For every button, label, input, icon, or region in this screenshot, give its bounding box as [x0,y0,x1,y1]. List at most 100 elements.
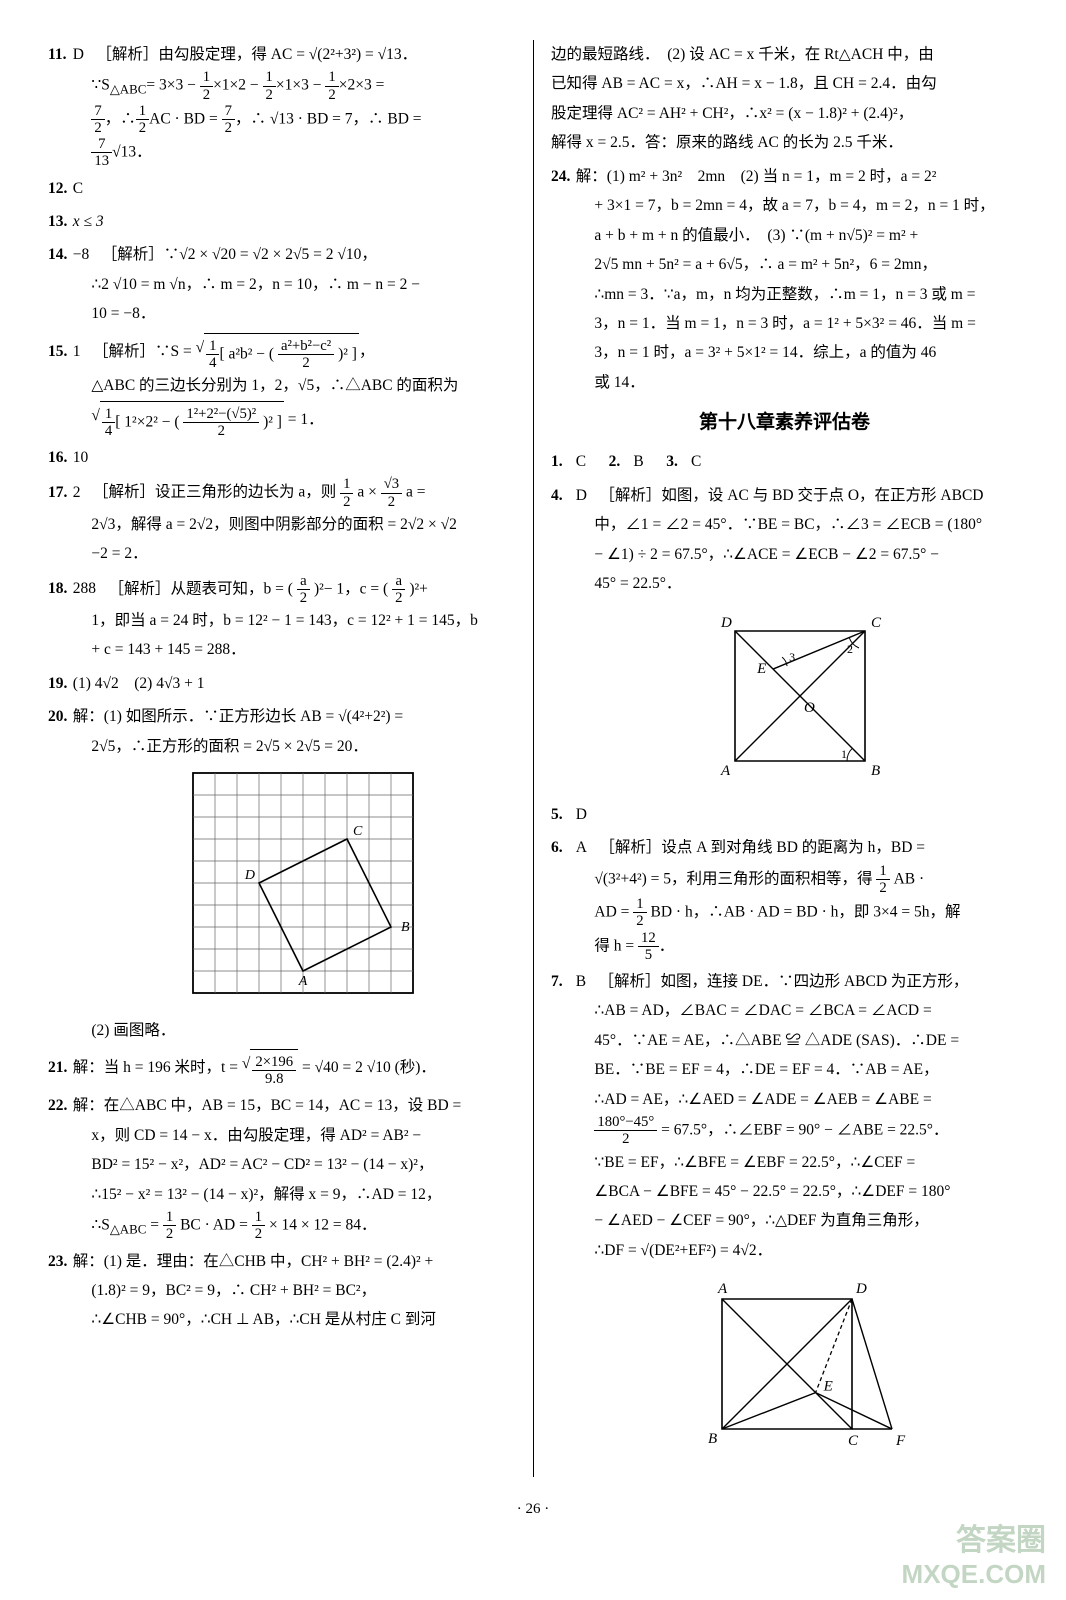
q15-l1a: ［解析］∵S = [101,343,196,360]
svg-text:D: D [855,1281,867,1297]
q15-l3: = 1． [284,410,324,427]
q22-l4: ∴15² − x² = 13² − (14 − x)²，解得 x = 9，∴AD… [91,1186,441,1203]
q21: 21.解：当 h = 196 米时，t = 2×1969.8 = √40 = 2… [48,1049,515,1087]
q20-l1: 解：(1) 如图所示．∵正方形边长 AB = √(4²+2²) = [73,708,403,725]
q18-l1a: ［解析］从题表可知，b = [116,580,288,597]
q1-q3-row: 1.C 2.B 3.C [551,447,1018,480]
q24-l2: + 3×1 = 7，b = 2mn = 4，故 a = 7，b = 4，m = … [594,197,994,214]
q20-l2: 2√5，∴正方形的面积 = 2√5 × 2√5 = 20． [91,738,368,755]
q1-number: 1. [551,447,576,476]
q24-l8: 或 14． [594,374,644,391]
q12-number: 12. [48,174,73,203]
q21-l1a: 解：当 h = 196 米时，t = [73,1059,242,1076]
q7-l8: ∠BCA − ∠BFE = 45° − 22.5° = 22.5°，∴∠DEF … [594,1183,950,1200]
q22-l5e: × 14 × 12 = 84． [265,1216,376,1233]
q20-l3: (2) 画图略． [91,1016,515,1045]
q4-number: 4. [551,481,576,510]
q18-answer: 288 [73,580,96,597]
svg-text:C: C [848,1433,859,1449]
q14-l1: ［解析］∵√2 × √20 = √2 × 2√5 = 2 √10， [109,246,376,263]
left-column: 11.D ［解析］由勾股定理，得 AC = √(2²+3²) = √13． ∵S… [48,40,533,1477]
q18-l3: + c = 143 + 145 = 288． [91,641,245,658]
column-divider [533,40,534,1477]
two-column-layout: 11.D ［解析］由勾股定理，得 AC = √(2²+3²) = √13． ∵S… [48,40,1018,1477]
svg-text:A: A [720,763,731,779]
q7-l10: ∴DF = √(DE²+EF²) = 4√2． [594,1242,772,1259]
q18-l1b: − 1，c = [324,580,383,597]
q16-answer: 10 [73,449,89,466]
q11: 11.D ［解析］由勾股定理，得 AC = √(2²+3²) = √13． ∵S… [48,40,515,170]
q18: 18.288 ［解析］从题表可知，b = ( a2 )²− 1，c = ( a2… [48,573,515,665]
q21-l1b: = √40 = 2 √10 (秒)． [298,1059,436,1076]
q23c-l3: 股定理得 AC² = AH² + CH²，∴x² = (x − 1.8)² + … [551,105,913,122]
svg-text:D: D [244,868,255,883]
q13-answer: x ≤ 3 [73,213,104,230]
q7-l6b: = 67.5°，∴∠EBF = 90° − ∠ABE = 22.5°． [657,1121,948,1138]
svg-text:1: 1 [841,747,847,761]
q24-number: 24. [551,162,576,191]
q19: 19.(1) 4√2 (2) 4√3 + 1 [48,669,515,698]
q24-l1: 解：(1) m² + 3n² 2mn (2) 当 n = 1，m = 2 时，a… [576,168,937,185]
watermark-brand: 答案圈 [902,1523,1046,1559]
q6-number: 6. [551,833,576,862]
q4-l4: 45° = 22.5°． [594,575,681,592]
chapter18-heading: 第十八章素养评估卷 [551,405,1018,441]
q18-l2: 1，即当 a = 24 时，b = 12² − 1 = 143，c = 12² … [91,612,478,629]
q11-l2d: ×1×2 − [213,77,262,94]
q6-l4a: 得 h = [594,937,638,954]
q7-figure: ADBCFE [594,1273,1018,1468]
q17-l2: 2√3，解得 a = 2√2，则图中阴影部分的面积 = 2√2 × √2 [91,516,457,533]
q23-l3: ∴∠CHB = 90°，∴CH ⊥ AB，∴CH 是从村庄 C 到河 [91,1311,436,1328]
svg-text:E: E [756,661,766,677]
q13: 13.x ≤ 3 [48,207,515,236]
q4-answer: D [576,487,587,504]
q22-l5d: BC · AD = [176,1216,252,1233]
page-number: · 26 · [48,1495,1018,1524]
q17-answer: 2 [73,484,81,501]
q21-number: 21. [48,1053,73,1082]
q24-l4: 2√5 mn + 5n² = a + 6√5，∴ a = m² + 5n²，6 … [594,256,937,273]
q7-l3: 45°．∵AE = AE，∴△ABE ≌ △ADE (SAS)．∴DE = [594,1032,959,1049]
q6-l4b: ． [659,937,675,954]
q19-number: 19. [48,669,73,698]
q11-number: 11. [48,40,73,69]
q23-l2: (1.8)² = 9，BC² = 9，∴ CH² + BH² = BC²， [91,1282,376,1299]
q16-number: 16. [48,443,73,472]
q6-l2a: √(3²+4²) = 5，利用三角形的面积相等，得 [594,870,876,887]
q22-number: 22. [48,1091,73,1120]
q15-l2: △ABC 的三边长分别为 1，2，√5，∴△ABC 的面积为 [91,377,458,394]
q11-l2f: ×2×3 = [339,77,385,94]
q11-l4a: √13． [112,143,152,160]
q7-l2: ∴AB = AD，∠BAC = ∠DAC = ∠BCA = ∠ACD = [594,1002,931,1019]
q11-line1: ［解析］由勾股定理，得 AC = √(2²+3²) = √13． [104,46,417,63]
q7-l5: ∴AD = AE，∴∠AED = ∠ADE = ∠AEB = ∠ABE = [594,1091,931,1108]
q3-number: 3. [666,447,691,476]
q20-number: 20. [48,702,73,731]
q15-answer: 1 [73,343,81,360]
svg-text:C: C [871,615,882,631]
q24-l3: a + b + m + n 的值最小． (3) ∵(m + n√5)² = m²… [594,227,918,244]
q3-answer: C [691,453,701,470]
q6-l1: ［解析］设点 A 到对角线 BD 的距离为 h，BD = [607,839,925,856]
q13-number: 13. [48,207,73,236]
q24: 24.解：(1) m² + 3n² 2mn (2) 当 n = 1，m = 2 … [551,162,1018,398]
q17-number: 17. [48,478,73,507]
svg-text:A: A [717,1281,728,1297]
q11-l2a: ∵S [91,77,109,94]
q4-figure: ABCDOE123 [594,607,1018,792]
q5-answer: D [576,806,587,823]
q23-l1: 解：(1) 是．理由：在△CHB 中，CH² + BH² = (2.4)² + [73,1253,434,1270]
q16: 16.10 [48,443,515,472]
q14-answer: −8 [73,246,90,263]
q17-l3: −2 = 2． [91,545,147,562]
q11-answer: D [73,46,84,63]
svg-text:B: B [871,763,880,779]
q24-l5: ∴mn = 3．∵a，m，n 均为正整数，∴m = 1，n = 3 或 m = [594,286,975,303]
q14-number: 14. [48,240,73,269]
q7-l9: − ∠AED − ∠CEF = 90°，∴△DEF 为直角三角形， [594,1212,928,1229]
q18-number: 18. [48,574,73,603]
watermark: 答案圈 MXQE.COM [902,1523,1046,1590]
q1-answer: C [576,453,586,470]
q6-answer: A [576,839,587,856]
q7-l4: BE．∵BE = EF = 4，∴DE = EF = 4．∵AB = AE， [594,1061,938,1078]
